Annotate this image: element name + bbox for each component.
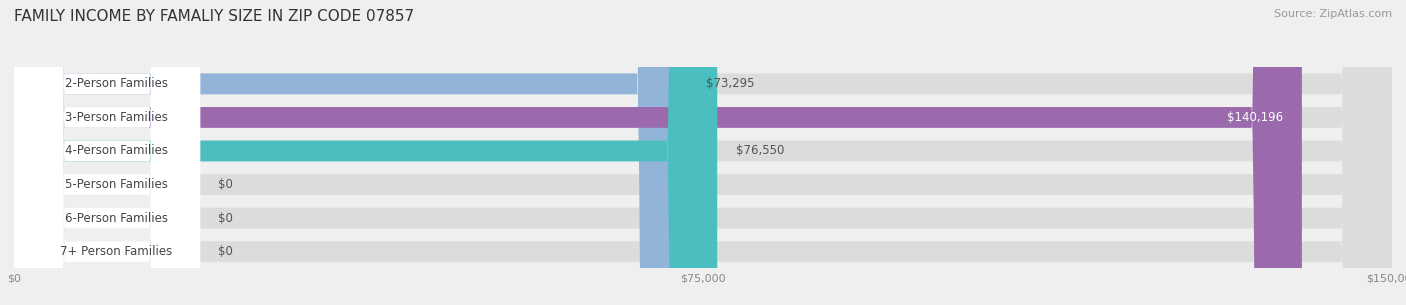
FancyBboxPatch shape [14,0,48,305]
Text: FAMILY INCOME BY FAMALIY SIZE IN ZIP CODE 07857: FAMILY INCOME BY FAMALIY SIZE IN ZIP COD… [14,9,415,24]
Text: 7+ Person Families: 7+ Person Families [60,245,173,258]
FancyBboxPatch shape [14,0,200,305]
FancyBboxPatch shape [14,0,200,305]
FancyBboxPatch shape [14,0,1392,305]
FancyBboxPatch shape [14,0,1392,305]
FancyBboxPatch shape [14,0,200,305]
Text: 4-Person Families: 4-Person Families [65,145,167,157]
FancyBboxPatch shape [14,0,200,305]
FancyBboxPatch shape [14,0,1392,305]
FancyBboxPatch shape [14,0,1392,305]
Text: 3-Person Families: 3-Person Families [65,111,167,124]
FancyBboxPatch shape [14,0,717,305]
Text: Source: ZipAtlas.com: Source: ZipAtlas.com [1274,9,1392,19]
FancyBboxPatch shape [14,0,1392,305]
FancyBboxPatch shape [14,0,200,305]
Text: 6-Person Families: 6-Person Families [65,212,167,224]
FancyBboxPatch shape [14,0,1392,305]
Text: $73,295: $73,295 [706,77,754,90]
FancyBboxPatch shape [14,0,200,305]
FancyBboxPatch shape [14,0,48,305]
FancyBboxPatch shape [14,0,48,305]
Text: $76,550: $76,550 [735,145,785,157]
FancyBboxPatch shape [14,0,1302,305]
Text: $0: $0 [218,178,233,191]
Text: $0: $0 [218,245,233,258]
Text: 2-Person Families: 2-Person Families [65,77,167,90]
Text: 5-Person Families: 5-Person Families [65,178,167,191]
Text: $140,196: $140,196 [1227,111,1284,124]
Text: $0: $0 [218,212,233,224]
FancyBboxPatch shape [14,0,688,305]
